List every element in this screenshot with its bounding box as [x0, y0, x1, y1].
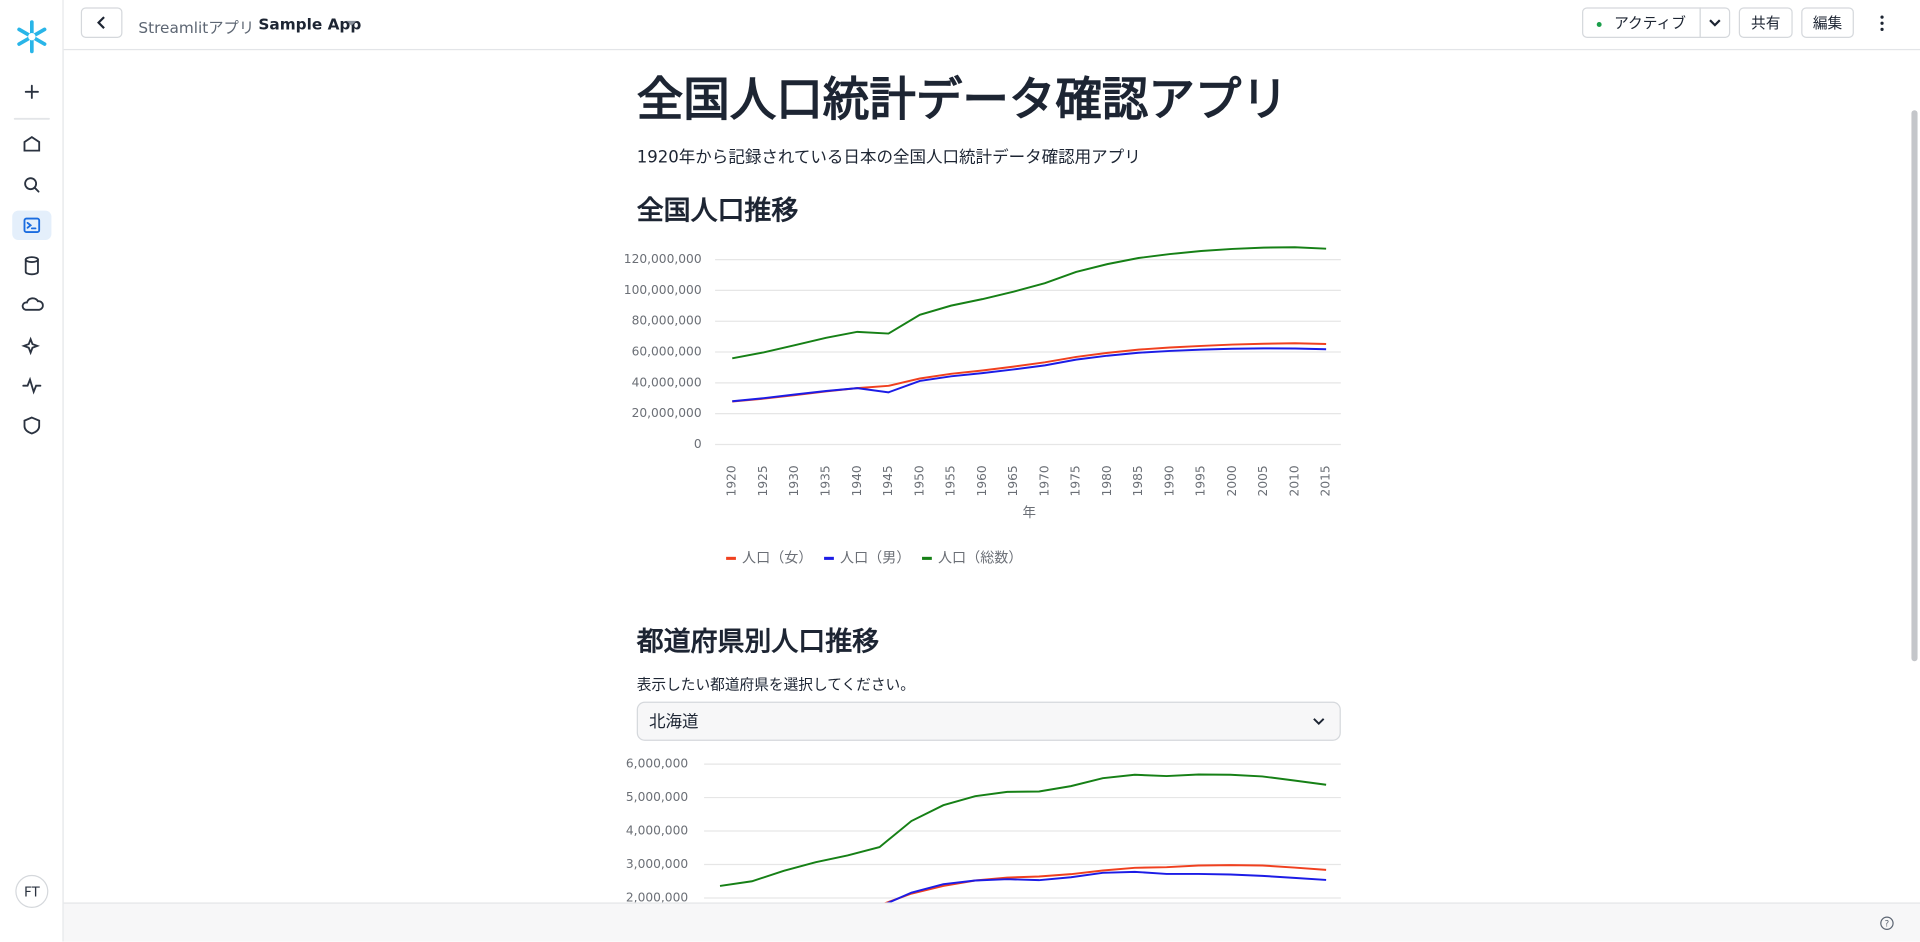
back-button[interactable]	[80, 7, 123, 38]
y-tick-label: 0	[694, 437, 702, 451]
select-chevron	[1313, 718, 1325, 726]
line-series	[884, 864, 1327, 903]
line-series	[719, 773, 1327, 887]
x-tick-label: 2015	[1319, 465, 1333, 496]
legend-label: 人口（男）	[840, 550, 910, 566]
legend-label: 人口（女）	[742, 550, 812, 566]
y-tick-label: 80,000,000	[632, 314, 702, 328]
y-tick-label: 6,000,000	[626, 757, 688, 771]
y-tick-label: 4,000,000	[626, 824, 688, 838]
x-tick-label: 1940	[850, 465, 864, 496]
line-series	[732, 246, 1327, 360]
x-tick-label: 1985	[1131, 465, 1145, 496]
status-button[interactable]: アクティブ	[1582, 7, 1701, 38]
scrollbar[interactable]	[1911, 110, 1918, 662]
x-tick-label: 2010	[1287, 465, 1301, 496]
more-menu[interactable]	[1876, 13, 1888, 33]
x-axis-title: 年	[1022, 505, 1035, 521]
ai-icon[interactable]	[21, 336, 40, 356]
top-bar: Streamlitアプリ Sample App アクティブ 共有 編集	[63, 0, 1920, 51]
avatar-text: FT	[24, 886, 41, 901]
x-tick-label: 1935	[819, 465, 833, 496]
prefecture-select[interactable]	[636, 701, 1341, 741]
y-tick-label: 5,000,000	[626, 790, 688, 804]
help-icon[interactable]: ?	[1878, 915, 1895, 932]
select-label: 表示したい都道府県を選択してください。	[637, 677, 915, 694]
svg-text:?: ?	[1885, 919, 1890, 929]
status-dropdown[interactable]	[1699, 7, 1731, 38]
x-tick-label: 1970	[1037, 465, 1051, 496]
x-tick-label: 1960	[975, 465, 989, 496]
x-tick-label: 1980	[1100, 465, 1114, 496]
y-tick-label: 2,000,000	[626, 890, 688, 902]
x-tick-label: 1955	[944, 465, 958, 496]
y-tick-label: 40,000,000	[632, 375, 702, 389]
status-text: アクティブ	[1614, 14, 1686, 32]
y-tick-label: 100,000,000	[624, 283, 702, 297]
sidebar: FT	[0, 0, 64, 942]
x-tick-label: 1945	[881, 465, 895, 496]
legend-label: 人口（総数）	[938, 550, 1022, 566]
x-tick-label: 1930	[787, 465, 801, 496]
x-tick-label: 2000	[1225, 465, 1239, 496]
section-heading: 都道府県別人口推移	[636, 626, 879, 657]
app-title: 全国人口統計データ確認アプリ	[637, 72, 1288, 126]
y-tick-label: 20,000,000	[632, 406, 702, 420]
line-series	[886, 870, 1327, 903]
data-icon[interactable]	[24, 256, 39, 276]
y-tick-label: 3,000,000	[626, 857, 688, 871]
search-icon[interactable]	[24, 177, 40, 193]
x-tick-label: 2005	[1256, 465, 1270, 496]
sidebar-icons: FT	[12, 20, 52, 908]
admin-icon[interactable]	[23, 416, 41, 435]
x-tick-label: 1920	[725, 465, 739, 496]
select-value: 北海道	[649, 712, 699, 731]
y-tick-label: 120,000,000	[624, 252, 702, 266]
app-name[interactable]: Sample App	[258, 14, 362, 34]
y-tick-label: 60,000,000	[632, 345, 702, 359]
breadcrumb[interactable]: Streamlitアプリ	[138, 18, 255, 37]
x-tick-label: 1995	[1194, 465, 1208, 496]
app-content: 全国人口統計データ確認アプリ 1920年から記録されている日本の全国人口統計デー…	[624, 72, 1341, 903]
avatar[interactable]	[15, 874, 49, 908]
x-tick-label: 1990	[1162, 465, 1176, 496]
monitor-icon[interactable]	[22, 376, 42, 395]
line-series	[732, 347, 1327, 403]
share-button[interactable]: 共有	[1738, 7, 1793, 38]
app-caption: 1920年から記録されている日本の全国人口統計データ確認用アプリ	[637, 146, 1141, 166]
x-tick-label: 1950	[912, 465, 926, 496]
bottom-bar: ?	[63, 902, 1920, 942]
projects-icon[interactable]	[23, 217, 41, 233]
cloud-icon[interactable]	[21, 297, 44, 311]
edit-button[interactable]: 編集	[1801, 7, 1854, 38]
x-tick-label: 1975	[1069, 465, 1083, 496]
section-heading: 全国人口推移	[637, 195, 799, 226]
home-icon[interactable]	[23, 136, 41, 152]
x-tick-label: 1925	[756, 465, 770, 496]
x-tick-label: 1965	[1006, 465, 1020, 496]
add-icon[interactable]	[24, 84, 39, 99]
